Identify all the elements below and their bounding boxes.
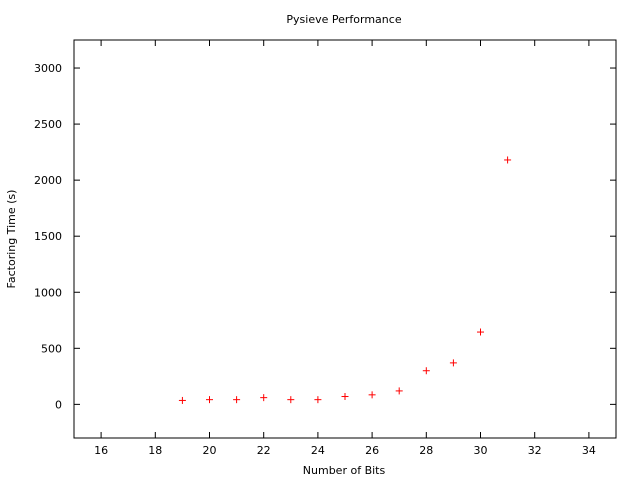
x-axis: 16 18 20 22 24 26 28 30 32 34 [94,40,596,457]
x-tick-label: 26 [365,444,379,457]
data-point [287,396,295,404]
data-point [206,396,213,404]
data-point [341,393,349,401]
y-tick-label: 2500 [34,118,62,131]
x-tick-label: 30 [474,444,488,457]
chart-title: Pysieve Performance [286,13,401,26]
data-point [368,391,376,399]
data-point [449,359,457,367]
y-tick-label: 1500 [34,230,62,243]
data-point [504,156,512,164]
x-tick-label: 22 [257,444,271,457]
y-tick-label: 2000 [34,174,62,187]
y-tick-label: 1000 [34,286,62,299]
y-tick-label: 0 [55,398,62,411]
data-point [395,387,403,395]
x-tick-label: 24 [311,444,325,457]
x-tick-label: 34 [582,444,596,457]
data-point [314,396,322,404]
x-tick-label: 28 [419,444,433,457]
data-point [233,396,241,404]
data-point [260,394,268,402]
data-point [422,367,430,375]
x-tick-label: 18 [148,444,162,457]
y-axis-label: Factoring Time (s) [5,190,18,289]
x-tick-label: 20 [203,444,217,457]
x-tick-label: 16 [94,444,108,457]
data-point [477,328,484,336]
y-tick-label: 500 [41,342,62,355]
x-tick-label: 32 [528,444,542,457]
plot-frame [73,39,617,439]
data-series [178,156,512,404]
data-point [178,396,186,404]
y-axis: 0 500 1000 1500 2000 2500 3000 [34,62,616,411]
y-tick-label: 3000 [34,62,62,75]
x-axis-label: Number of Bits [303,464,386,477]
